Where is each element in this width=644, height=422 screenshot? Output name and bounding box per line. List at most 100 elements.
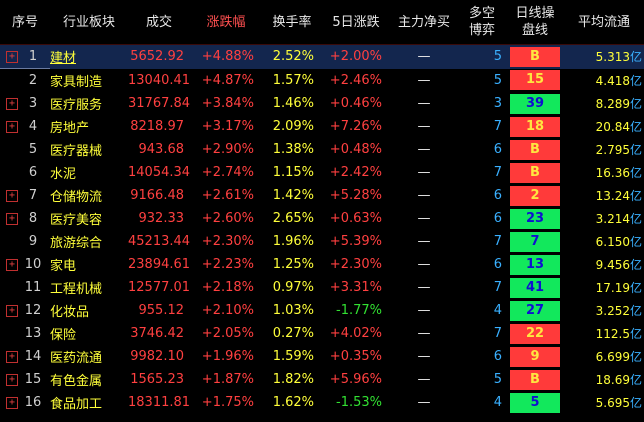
long-short-value: 6: [493, 349, 502, 364]
col-header-change[interactable]: 涨跌幅: [190, 0, 262, 45]
col-header-long-short-label: 多空 博弈: [468, 6, 495, 38]
sector-name[interactable]: 家具制造: [50, 74, 103, 90]
avg-float-value: 16.36亿: [564, 161, 644, 184]
sector-name[interactable]: 旅游综合: [50, 236, 103, 251]
expand-icon[interactable]: +: [6, 304, 18, 317]
table-row[interactable]: +8 医疗美容 932.33 +2.60% 2.65% +0.63% —6 23 3.214亿: [0, 207, 644, 230]
daily-signal-cell: 22: [506, 322, 564, 345]
col-header-sector[interactable]: 行业板块: [50, 0, 128, 45]
table-row[interactable]: +15 有色金属 1565.23 +1.87% 1.82% +5.96% —5 B 18.69亿: [0, 368, 644, 391]
change-value: +2.23%: [201, 257, 254, 272]
volume-value: 3746.42: [130, 326, 184, 341]
col-header-index[interactable]: 序号: [0, 0, 50, 45]
row-index: 14: [24, 349, 42, 364]
main-net-buy-value: —: [417, 188, 431, 203]
sector-name[interactable]: 保险: [50, 328, 77, 343]
daily-signal-badge: 15: [510, 70, 560, 91]
daily-signal-badge: 2: [510, 185, 560, 206]
sector-name[interactable]: 医疗器械: [50, 144, 103, 159]
five-day-change-value: +2.30%: [329, 257, 382, 272]
expand-icon[interactable]: +: [6, 189, 18, 202]
col-header-long-short[interactable]: 多空 博弈: [458, 0, 506, 45]
avg-float-number: 6.150: [595, 235, 630, 249]
volume-value: 9982.10: [130, 349, 184, 364]
long-short-value: 3: [493, 96, 502, 111]
change-value: +1.75%: [201, 395, 254, 410]
row-index-cell: +11: [0, 276, 50, 299]
table-row[interactable]: +14 医药流通 9982.10 +1.96% 1.59% +0.35% —6 9 6.699亿: [0, 345, 644, 368]
row-index-cell: +5: [0, 138, 50, 161]
main-net-buy-value: —: [417, 280, 431, 295]
table-row[interactable]: +10 家电 23894.61 +2.23% 1.25% +2.30% —6 13 9.456亿: [0, 253, 644, 276]
sector-name[interactable]: 建材: [50, 44, 128, 69]
daily-signal-badge: 18: [510, 116, 560, 137]
sector-name[interactable]: 医疗美容: [50, 213, 103, 228]
table-row[interactable]: +16 食品加工 18311.81 +1.75% 1.62% -1.53% —4 5 5.695…: [0, 391, 644, 414]
col-header-main-net-buy[interactable]: 主力净买: [390, 0, 458, 45]
table-row[interactable]: +12 化妆品 955.12 +2.10% 1.03% -1.77% —4 27 3.252亿: [0, 299, 644, 322]
long-short-value: 5: [493, 372, 502, 387]
turnover-value: 1.82%: [272, 372, 314, 387]
five-day-change-value: +7.26%: [329, 119, 382, 134]
table-row[interactable]: +11工程机械12577.01+2.18%0.97%+3.31%—74117.1…: [0, 276, 644, 299]
avg-float-value: 2.795亿: [564, 138, 644, 161]
table-row[interactable]: +4 房地产 8218.97 +3.17% 2.09% +7.26% —7 18 20.84亿: [0, 115, 644, 138]
sector-name[interactable]: 有色金属: [50, 374, 103, 389]
sector-name[interactable]: 化妆品: [50, 305, 90, 320]
avg-float-value: 6.699亿: [564, 345, 644, 368]
long-short-value: 7: [493, 165, 502, 180]
sector-name[interactable]: 水泥: [50, 167, 77, 182]
daily-signal-badge: B: [510, 139, 560, 160]
table-row[interactable]: +3 医疗服务 31767.84 +3.84% 1.46% +0.46% —3 39 8.289…: [0, 92, 644, 115]
avg-float-number: 20.84: [595, 120, 630, 134]
daily-signal-badge: 39: [510, 93, 560, 114]
long-short-value: 4: [493, 395, 502, 410]
col-header-avg-float[interactable]: 平均流通: [564, 0, 644, 45]
main-net-buy-value: —: [417, 165, 431, 180]
turnover-value: 2.09%: [272, 119, 314, 134]
table-row[interactable]: +2家具制造13040.41+4.87%1.57%+2.46%—5154.418…: [0, 69, 644, 93]
avg-float-number: 9.456: [595, 258, 630, 272]
sector-name[interactable]: 家电: [50, 259, 77, 274]
col-header-turnover[interactable]: 换手率: [262, 0, 322, 45]
volume-value: 13040.41: [128, 72, 190, 88]
sector-name[interactable]: 医疗服务: [50, 98, 103, 113]
col-header-volume[interactable]: 成交: [128, 0, 190, 45]
row-index: 6: [28, 165, 38, 180]
main-net-buy-value: —: [417, 349, 431, 364]
volume-value: 18311.81: [128, 395, 190, 410]
five-day-change-value: +2.00%: [322, 44, 390, 69]
table-row[interactable]: +7 仓储物流 9166.48 +2.61% 1.42% +5.28% —6 2 13.24亿: [0, 184, 644, 207]
long-short-value: 7: [493, 326, 502, 341]
daily-signal-cell: 9: [506, 345, 564, 368]
expand-icon[interactable]: +: [6, 258, 18, 271]
avg-float-unit: 亿: [629, 73, 642, 88]
expand-icon[interactable]: +: [6, 350, 18, 363]
sector-name[interactable]: 医药流通: [50, 351, 103, 366]
sector-name[interactable]: 食品加工: [50, 397, 103, 412]
col-header-daily-signal[interactable]: 日线操 盘线: [506, 0, 564, 45]
sector-name[interactable]: 房地产: [50, 121, 90, 136]
expand-icon[interactable]: +: [6, 120, 18, 133]
table-body: +1建材5652.92+4.88%2.52%+2.00%—5B5.313亿+2家…: [0, 44, 644, 415]
expand-icon[interactable]: +: [6, 212, 18, 225]
five-day-change-value: +3.31%: [329, 280, 382, 295]
main-net-buy-value: —: [417, 72, 431, 88]
avg-float-number: 17.19: [595, 281, 630, 295]
expand-icon[interactable]: +: [6, 373, 18, 386]
sector-name[interactable]: 工程机械: [50, 282, 103, 297]
expand-icon[interactable]: +: [6, 396, 18, 409]
col-header-5day-change[interactable]: 5日涨跌: [322, 0, 390, 45]
five-day-change-value: -1.77%: [336, 303, 382, 318]
expand-icon[interactable]: +: [6, 97, 18, 110]
daily-signal-cell: B: [506, 138, 564, 161]
table-row[interactable]: +1 建材 5652.92 +4.88% 2.52% +2.00% —5 B 5.313亿: [0, 44, 644, 69]
expand-icon[interactable]: +: [6, 50, 18, 63]
volume-value: 9166.48: [130, 188, 184, 203]
sector-name[interactable]: 仓储物流: [50, 190, 103, 205]
